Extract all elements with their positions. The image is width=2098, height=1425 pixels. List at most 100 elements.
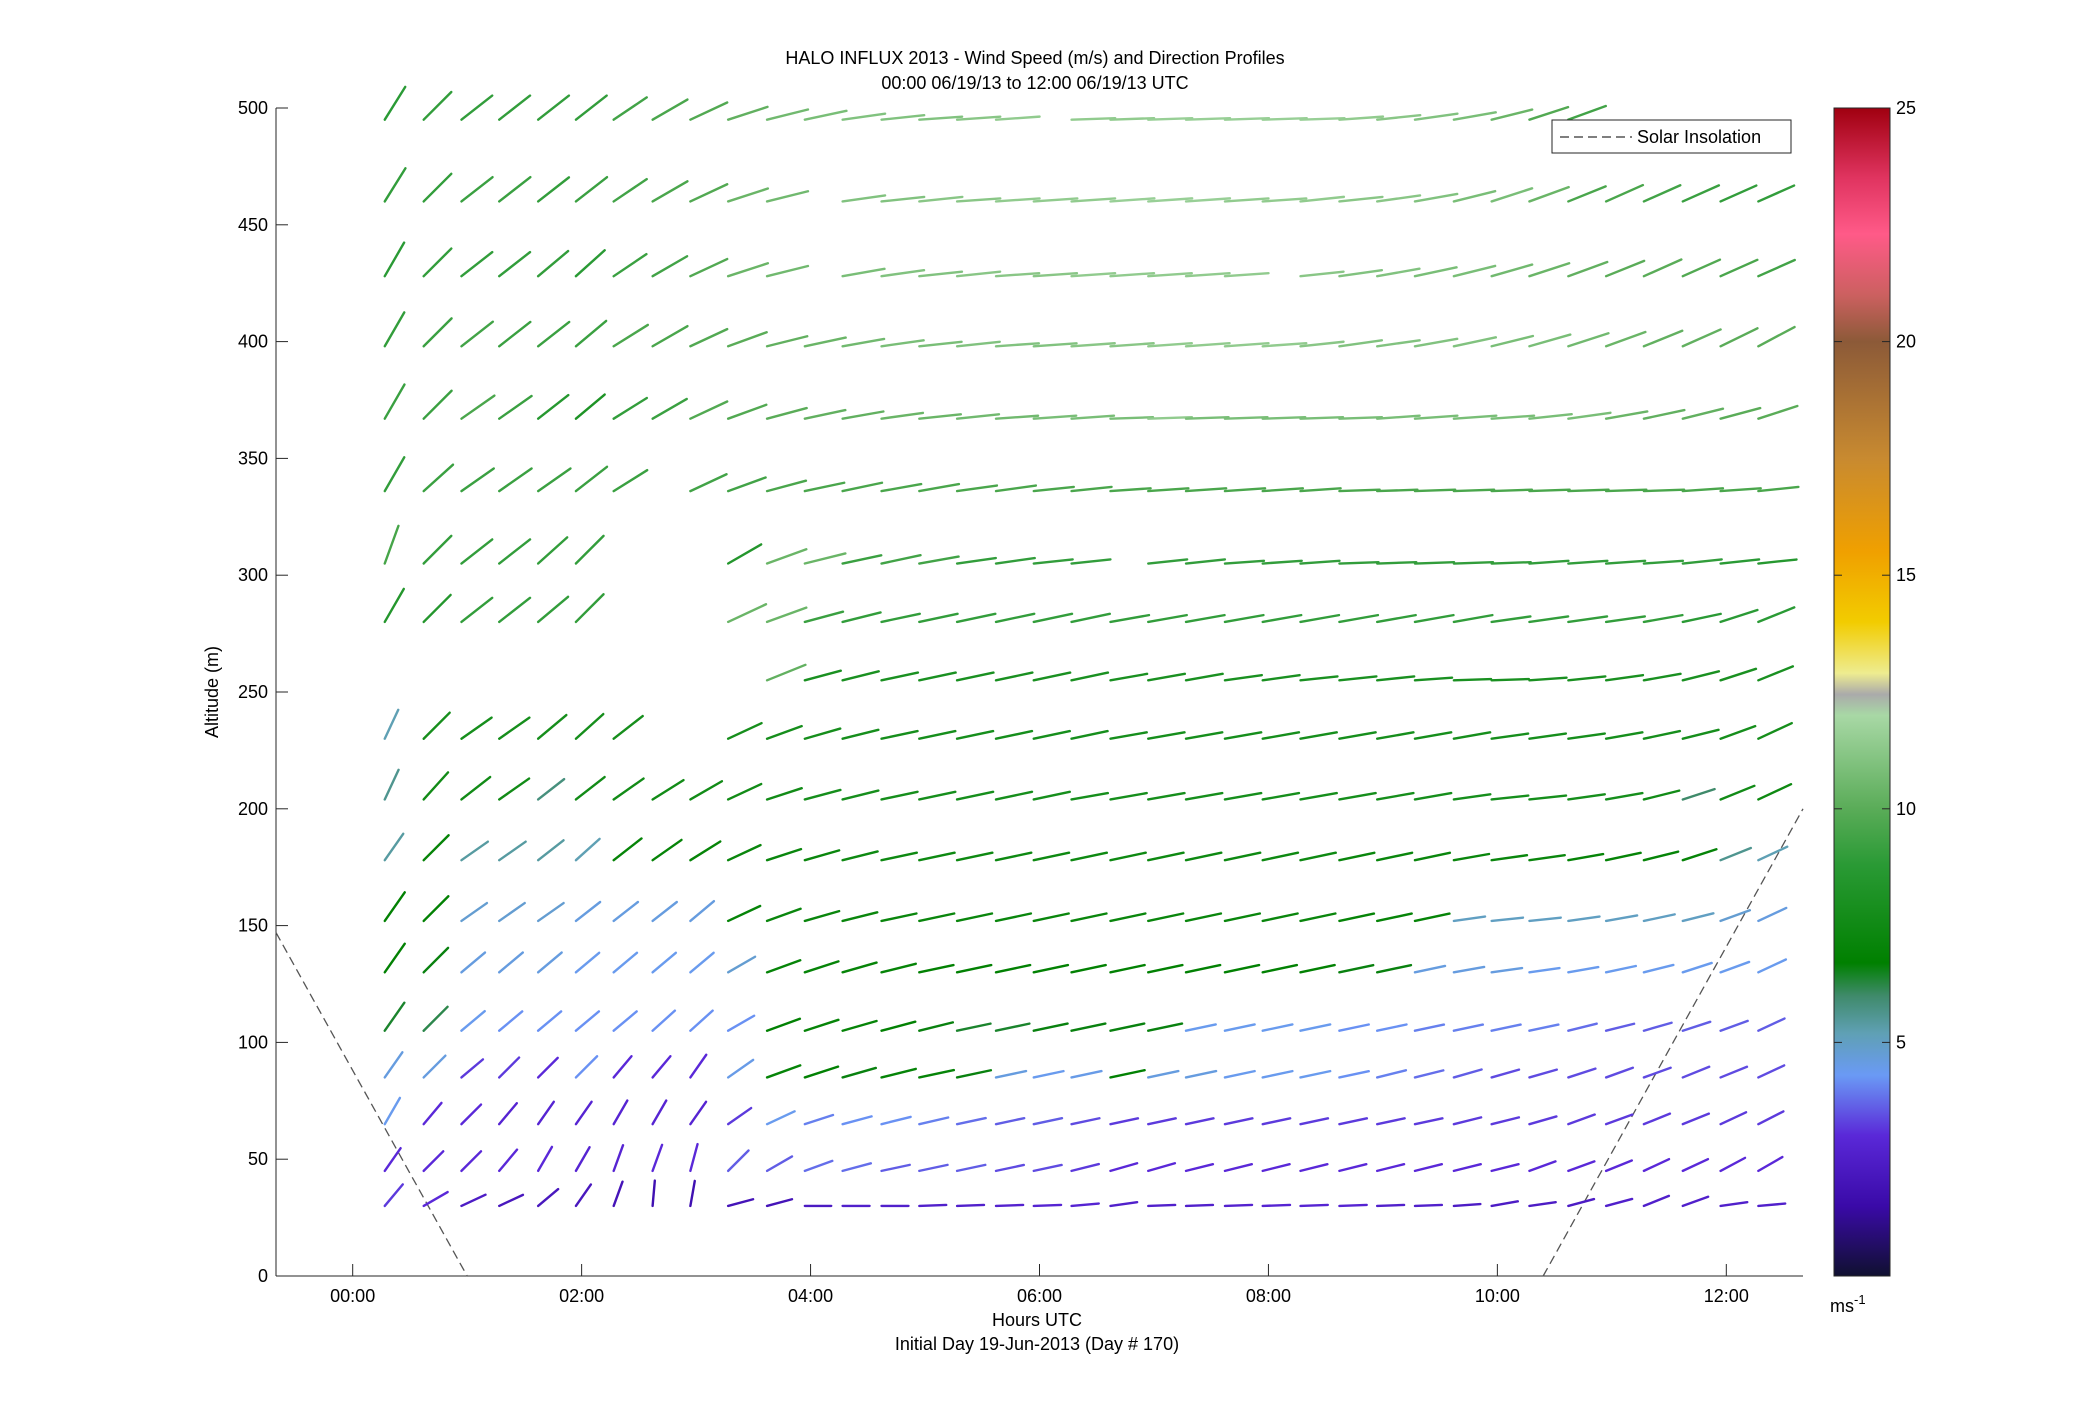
- wind-barb: [422, 1190, 449, 1208]
- wind-barb: [1452, 1023, 1485, 1032]
- wind-barb: [383, 456, 406, 493]
- wind-barb: [1147, 672, 1187, 682]
- wind-barb: [1147, 1022, 1184, 1032]
- wind-barb: [880, 482, 923, 493]
- wind-barb: [689, 780, 724, 801]
- wind-barb: [1223, 342, 1270, 348]
- wind-barb: [880, 612, 921, 624]
- wind-barb: [1528, 1068, 1558, 1079]
- wind-barb: [880, 1020, 917, 1032]
- wind-barb: [994, 197, 1041, 203]
- wind-barb: [918, 671, 957, 682]
- wind-barb: [994, 851, 1033, 862]
- wind-barb: [1375, 194, 1422, 203]
- wind-barb: [651, 397, 688, 420]
- wind-barb: [498, 94, 532, 121]
- wind-barb: [841, 850, 879, 862]
- wind-barb: [841, 1115, 873, 1126]
- wind-barb: [1490, 677, 1531, 682]
- wind-barb: [1032, 1163, 1063, 1173]
- wind-barb: [1261, 1117, 1292, 1126]
- wind-barb: [1109, 1117, 1140, 1126]
- wind-barb: [726, 843, 762, 862]
- wind-barb: [1261, 559, 1303, 565]
- wind-barb: [383, 311, 406, 348]
- colorbar-unit-label: ms-1: [1830, 1292, 1866, 1316]
- wind-barb: [651, 255, 689, 278]
- wind-barb: [536, 467, 572, 493]
- wind-barb: [1184, 487, 1228, 493]
- wind-barb: [1528, 185, 1570, 203]
- wind-barb: [689, 840, 722, 862]
- wind-barb: [1681, 961, 1713, 974]
- wind-barb: [994, 1069, 1028, 1079]
- wind-barb: [1681, 184, 1721, 203]
- x-tick-label: 10:00: [1475, 1286, 1520, 1306]
- wind-barb: [1719, 724, 1757, 740]
- wind-barb: [841, 267, 886, 278]
- wind-barb: [1452, 915, 1487, 923]
- wind-barb: [1452, 677, 1493, 682]
- wind-barb: [460, 1150, 483, 1173]
- wind-barb: [726, 721, 763, 740]
- colorbar-tick-label: 25: [1896, 98, 1916, 118]
- wind-barb: [1642, 1157, 1671, 1173]
- wind-barb: [1413, 851, 1452, 862]
- wind-barb: [1299, 791, 1338, 801]
- wind-barb: [1604, 1159, 1633, 1173]
- wind-barb: [841, 410, 885, 420]
- wind-barb: [1375, 791, 1415, 801]
- wind-barb: [1528, 615, 1570, 624]
- wind-barb: [1184, 791, 1224, 801]
- wind-barb: [460, 716, 493, 740]
- wind-barb: [574, 393, 606, 420]
- wind-barb: [1528, 916, 1562, 923]
- wind-barb: [498, 1193, 525, 1208]
- wind-barb: [1375, 560, 1418, 565]
- wind-barb: [1223, 912, 1262, 923]
- wind-barb: [1681, 1112, 1711, 1126]
- wind-barb: [1490, 916, 1525, 923]
- wind-barb: [460, 94, 494, 121]
- x-axis-sublabel: Initial Day 19-Jun-2013 (Day # 170): [895, 1334, 1179, 1354]
- wind-barb: [1757, 606, 1796, 624]
- wind-barb: [536, 94, 571, 121]
- colorbar: 5 10 15 20 25 ms-1: [1830, 98, 1916, 1316]
- wind-barb: [880, 671, 920, 682]
- wind-barb: [689, 1142, 699, 1173]
- wind-barb: [689, 1053, 708, 1079]
- wind-barb: [1452, 731, 1492, 740]
- wind-barb: [1413, 488, 1457, 493]
- wind-barb: [1413, 337, 1459, 348]
- wind-barb: [880, 962, 917, 974]
- wind-barb: [1642, 329, 1684, 348]
- wind-barb: [1719, 558, 1761, 565]
- wind-barb: [841, 789, 880, 801]
- wind-barb: [460, 394, 496, 420]
- wind-barb: [880, 1067, 917, 1079]
- wind-barb: [994, 271, 1041, 278]
- wind-barb: [536, 176, 571, 203]
- wind-barb: [1452, 1068, 1483, 1079]
- wind-barb: [955, 270, 1002, 278]
- wind-barb: [1528, 105, 1570, 121]
- wind-barb: [1757, 184, 1796, 203]
- wind-barb: [994, 1116, 1026, 1126]
- wind-barb: [1032, 912, 1070, 923]
- wind-barb: [536, 1145, 554, 1173]
- wind-barb: [574, 465, 609, 493]
- wind-barb: [1528, 488, 1571, 493]
- wind-barb: [422, 317, 453, 348]
- wind-barb: [574, 1010, 601, 1032]
- wind-barb: [803, 1113, 835, 1126]
- wind-barb: [612, 177, 648, 203]
- wind-barb: [1109, 963, 1146, 974]
- wind-barb: [765, 1198, 794, 1208]
- wind-barb: [1261, 116, 1308, 121]
- wind-barb: [422, 389, 453, 420]
- wind-barb: [612, 1010, 638, 1032]
- wind-barb: [1567, 615, 1609, 624]
- wind-barb: [498, 596, 532, 624]
- wind-barb: [726, 543, 763, 565]
- plot-area: 0 50 100 150 200 250 300 350 400 450 500 00:00 02:0…: [238, 85, 1804, 1306]
